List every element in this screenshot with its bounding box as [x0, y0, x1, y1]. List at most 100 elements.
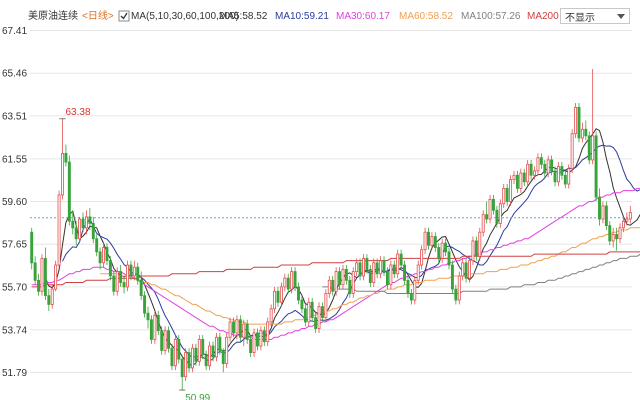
candle [461, 258, 465, 281]
candle [153, 310, 157, 344]
check-icon [120, 12, 128, 20]
show-toggle-label: 不显示 [565, 12, 595, 24]
candle [317, 302, 321, 333]
show-toggle-dropdown[interactable]: 不显示 [560, 8, 630, 24]
candle-body [529, 163, 533, 176]
candle-body [163, 330, 167, 351]
y-axis: 67.41 65.46 63.51 61.55 59.60 57.65 55.70 53.74… [2, 26, 27, 379]
legend-instrument: 美原油连续 [28, 9, 78, 22]
candle [37, 273, 41, 296]
candle [574, 103, 578, 139]
candle-body [464, 262, 468, 279]
candle [290, 267, 294, 294]
candle [509, 175, 513, 206]
candle [71, 210, 75, 235]
candle [276, 286, 280, 307]
candle [567, 164, 571, 189]
candle-body [502, 187, 506, 205]
candle-body [368, 268, 372, 283]
candle [286, 273, 290, 294]
candle-body [194, 347, 198, 362]
candle-body [81, 218, 85, 229]
candle-body [139, 279, 143, 297]
candle-body [170, 347, 174, 367]
candle-body [283, 277, 287, 288]
y-tick-label: 59.60 [2, 197, 27, 208]
candle [392, 260, 396, 279]
candle-body [33, 262, 37, 281]
candle-body [358, 262, 362, 277]
candle-body [160, 330, 164, 351]
candle [197, 335, 201, 366]
candle [570, 129, 574, 174]
candle-body [102, 247, 106, 264]
candle-body [423, 231, 427, 251]
candle-body [618, 227, 622, 240]
candle [416, 260, 420, 285]
candle-body [156, 314, 160, 332]
legend-ma-config: MA(5,10,30,60,100,200) [131, 11, 239, 22]
candle [389, 260, 393, 290]
candle [362, 254, 365, 281]
candle-body [570, 133, 574, 170]
candle [184, 348, 188, 382]
candle [54, 260, 58, 292]
candle [447, 247, 451, 270]
candle [95, 234, 99, 257]
candle [505, 184, 509, 206]
candle [81, 212, 85, 233]
candle-body [385, 271, 389, 286]
candle-body [450, 264, 454, 290]
candle-body [362, 258, 365, 277]
candle-body [611, 233, 615, 242]
candle [232, 317, 235, 338]
candle-body [112, 275, 116, 292]
candle [105, 243, 109, 266]
candle [625, 212, 629, 226]
candle-body [218, 336, 222, 351]
candle [74, 221, 78, 246]
candle-body [122, 282, 126, 288]
candle-body [98, 251, 102, 264]
candle-body [180, 358, 184, 378]
candle-body [457, 275, 461, 301]
candle [235, 315, 239, 340]
candle-body [146, 312, 150, 321]
candle [433, 232, 437, 252]
candle-body [221, 350, 225, 364]
candle-body [74, 227, 78, 240]
candle [450, 260, 454, 294]
candle-body [50, 288, 54, 305]
candle [382, 256, 386, 276]
candle-body [214, 336, 218, 358]
candle [334, 267, 338, 296]
candle-body [420, 249, 424, 266]
candle [615, 227, 619, 251]
candle [187, 348, 191, 373]
candle-body [556, 166, 560, 183]
candle-body [519, 172, 523, 189]
candle-body [409, 293, 413, 301]
candle [604, 201, 608, 230]
candle [536, 153, 540, 176]
candle-body [355, 262, 359, 272]
legend-ma5: MA5:58.52 [219, 11, 268, 22]
candle-body [344, 268, 348, 281]
candle [170, 343, 174, 371]
candle-body [512, 174, 516, 181]
candle-body [197, 339, 201, 362]
candle [553, 166, 557, 187]
candle [331, 275, 335, 296]
candle [423, 227, 427, 255]
candle-body [235, 319, 239, 334]
candle [88, 208, 92, 230]
candle [126, 260, 129, 292]
candle-body [416, 264, 420, 281]
candle-body [30, 231, 34, 264]
candle [454, 284, 458, 305]
candle-body [351, 271, 355, 294]
candle-body [461, 262, 465, 277]
candle [132, 260, 136, 281]
candle [375, 258, 379, 279]
candle-body [608, 225, 612, 242]
